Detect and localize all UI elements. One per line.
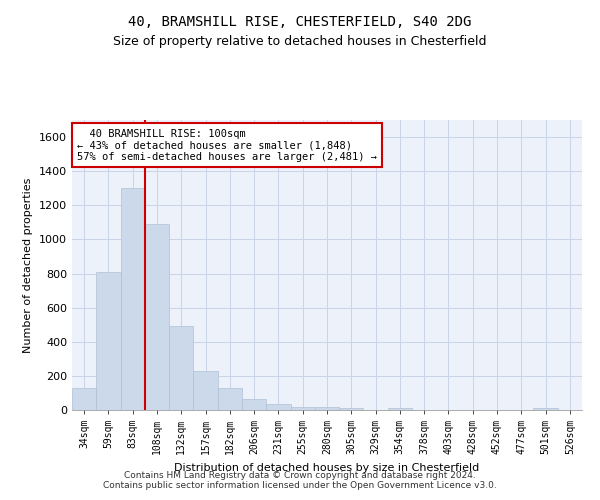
Bar — [121, 188, 145, 410]
Bar — [388, 408, 412, 410]
Text: Contains HM Land Registry data © Crown copyright and database right 2024.
Contai: Contains HM Land Registry data © Crown c… — [103, 470, 497, 490]
Bar — [169, 326, 193, 410]
Bar — [266, 404, 290, 410]
Y-axis label: Number of detached properties: Number of detached properties — [23, 178, 34, 352]
Bar — [533, 408, 558, 410]
Bar — [72, 388, 96, 410]
Text: 40 BRAMSHILL RISE: 100sqm
← 43% of detached houses are smaller (1,848)
57% of se: 40 BRAMSHILL RISE: 100sqm ← 43% of detac… — [77, 128, 377, 162]
Text: 40, BRAMSHILL RISE, CHESTERFIELD, S40 2DG: 40, BRAMSHILL RISE, CHESTERFIELD, S40 2D… — [128, 15, 472, 29]
Bar — [193, 371, 218, 410]
Text: Size of property relative to detached houses in Chesterfield: Size of property relative to detached ho… — [113, 35, 487, 48]
Bar — [96, 272, 121, 410]
Bar — [315, 408, 339, 410]
Bar — [218, 388, 242, 410]
X-axis label: Distribution of detached houses by size in Chesterfield: Distribution of detached houses by size … — [175, 462, 479, 472]
Bar — [242, 399, 266, 410]
Bar — [145, 224, 169, 410]
Bar — [339, 408, 364, 410]
Bar — [290, 406, 315, 410]
